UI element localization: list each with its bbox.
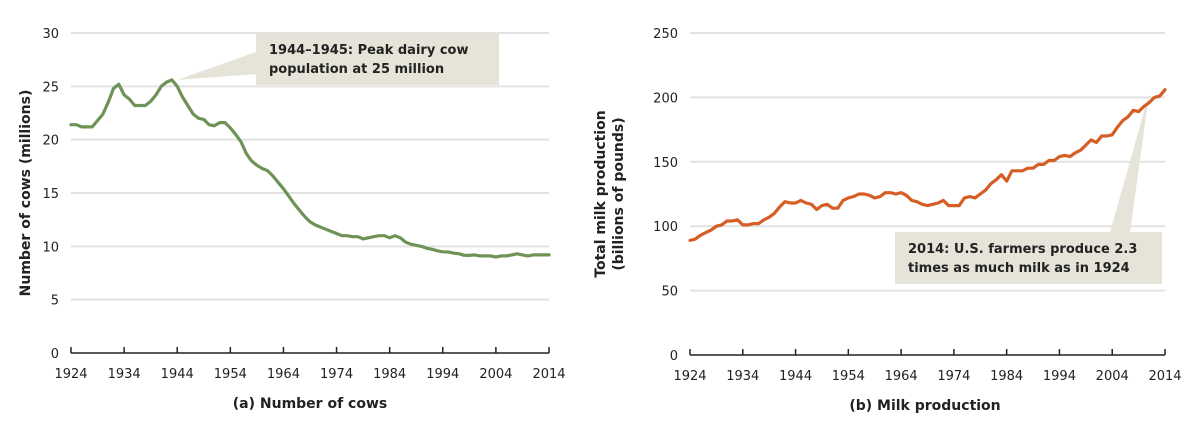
y-tick-label: 30	[42, 27, 59, 42]
x-tick-label: 2014	[1148, 369, 1181, 384]
x-tick-label: 1964	[885, 369, 918, 384]
y-tick-label: 0	[51, 347, 59, 362]
cows-chart: 0 5 10 15 20 25 30 1944–1945: Peak dairy cow pop…	[18, 27, 566, 412]
y-axis-title: Total milk production	[593, 110, 609, 277]
x-tick-label: 1944	[779, 369, 812, 384]
y-tick-label: 100	[653, 220, 678, 235]
y-tick-label: 5	[51, 294, 59, 309]
y-tick-label: 0	[670, 349, 678, 364]
data-line	[688, 88, 1167, 242]
y-tick-label: 50	[661, 285, 678, 300]
annotation-text: population at 25 million	[269, 62, 444, 77]
y-axis-title: (billions of pounds)	[611, 117, 627, 270]
x-tick-label: 1954	[214, 367, 247, 382]
x-tick-label: 2004	[479, 367, 512, 382]
y-tick-label: 150	[653, 156, 678, 171]
x-tick-label: 2014	[532, 367, 565, 382]
annotation-box	[256, 33, 499, 85]
x-tick-label: 1934	[726, 369, 759, 384]
x-tick-label: 1924	[673, 369, 706, 384]
y-tick-label: 20	[42, 134, 59, 149]
annotation-text: 2014: U.S. farmers produce 2.3	[908, 242, 1137, 257]
x-tick-label: 1944	[161, 367, 194, 382]
x-tick-label: 1924	[54, 367, 87, 382]
chart-caption: (b) Milk production	[849, 398, 1000, 414]
y-tick-label: 25	[42, 80, 59, 95]
x-tick-label: 1934	[108, 367, 141, 382]
x-tick-label: 1964	[267, 367, 300, 382]
x-tick-label: 1974	[320, 367, 353, 382]
x-tick-label: 2004	[1096, 369, 1129, 384]
y-tick-label: 250	[653, 27, 678, 42]
y-tick-label: 15	[42, 187, 59, 202]
y-tick-label: 200	[653, 91, 678, 106]
y-tick-label: 10	[42, 240, 59, 255]
y-axis-title: Number of cows (millions)	[18, 90, 34, 297]
x-tick-label: 1994	[1043, 369, 1076, 384]
annotation-box	[895, 232, 1162, 284]
x-tick-label: 1974	[937, 369, 970, 384]
data-line	[69, 78, 551, 259]
x-tick-label: 1994	[426, 367, 459, 382]
x-tick-label: 1984	[373, 367, 406, 382]
annotation-pointer	[1110, 93, 1150, 232]
x-tick-label: 1984	[990, 369, 1023, 384]
annotation-pointer	[177, 52, 256, 80]
milk-chart: 0 50 100 150 200 250 2014: U.S. farmers produc…	[593, 27, 1182, 414]
annotation-text: times as much milk as in 1924	[908, 261, 1130, 276]
x-tick-label: 1954	[832, 369, 865, 384]
annotation-text: 1944–1945: Peak dairy cow	[269, 43, 468, 58]
chart-caption: (a) Number of cows	[233, 396, 387, 412]
